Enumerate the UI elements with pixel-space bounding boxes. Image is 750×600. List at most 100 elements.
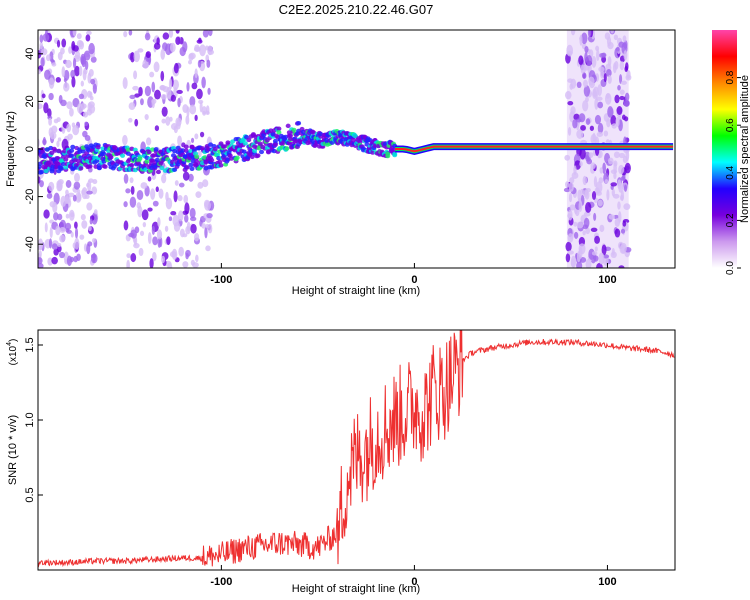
- noise-speckle: [606, 189, 610, 201]
- noise-speckle: [615, 116, 620, 127]
- noise-speckle: [92, 83, 97, 94]
- noise-speckle: [593, 176, 598, 188]
- noise-speckle: [597, 199, 603, 207]
- ridge-blob: [296, 121, 302, 126]
- noise-speckle: [571, 172, 579, 179]
- noise-speckle: [618, 152, 626, 159]
- noise-speckle: [87, 180, 92, 192]
- noise-speckle: [188, 53, 194, 61]
- noise-speckle: [567, 209, 573, 221]
- noise-speckle: [147, 232, 152, 245]
- noise-speckle: [622, 220, 627, 227]
- colorbar-tick-label: 0.4: [725, 165, 736, 179]
- noise-speckle: [90, 253, 97, 259]
- noise-speckle: [613, 160, 618, 167]
- colorbar-tick-label: 0.0: [725, 261, 736, 275]
- noise-speckle: [565, 241, 572, 252]
- noise-speckle: [593, 212, 597, 221]
- noise-speckle: [619, 89, 625, 95]
- noise-speckle: [82, 111, 89, 118]
- noise-speckle: [60, 47, 65, 55]
- ridge-blob: [242, 141, 248, 146]
- noise-speckle: [152, 251, 157, 262]
- noise-speckle: [624, 92, 630, 102]
- noise-speckle: [71, 76, 76, 88]
- noise-speckle: [155, 186, 159, 193]
- noise-speckle: [604, 179, 609, 184]
- ridge-blob: [259, 149, 265, 155]
- noise-speckle: [622, 35, 627, 43]
- noise-speckle: [191, 82, 198, 90]
- noise-speckle: [569, 83, 574, 90]
- ridge-blob: [392, 152, 398, 158]
- ridge-blob: [129, 163, 135, 168]
- noise-speckle: [147, 176, 152, 182]
- noise-speckle: [583, 79, 588, 88]
- noise-speckle: [147, 207, 153, 212]
- noise-speckle: [90, 56, 97, 63]
- noise-speckle: [590, 133, 597, 145]
- noise-speckle: [80, 102, 86, 110]
- noise-speckle: [165, 197, 173, 210]
- noise-speckle: [57, 242, 62, 247]
- noise-speckle: [623, 99, 630, 107]
- x-tick-label: 100: [598, 576, 616, 588]
- noise-speckle: [49, 131, 57, 140]
- noise-speckle: [157, 217, 161, 228]
- noise-speckle: [48, 77, 55, 89]
- noise-speckle: [69, 107, 74, 117]
- noise-speckle: [125, 188, 131, 194]
- noise-speckle: [136, 189, 144, 201]
- noise-speckle: [134, 93, 140, 98]
- ridge-blob: [49, 169, 55, 174]
- noise-speckle: [568, 182, 574, 192]
- noise-speckle: [176, 89, 183, 95]
- noise-speckle: [204, 226, 208, 239]
- noise-speckle: [588, 76, 595, 86]
- noise-speckle: [197, 181, 204, 189]
- noise-speckle: [70, 69, 76, 79]
- noise-speckle: [580, 124, 586, 131]
- snr-multiplier-close: ): [8, 339, 19, 342]
- noise-speckle: [205, 245, 211, 252]
- noise-speckle: [137, 48, 144, 53]
- ridge-blob: [102, 164, 108, 169]
- noise-speckle: [604, 32, 611, 40]
- noise-speckle: [42, 33, 50, 42]
- ridge-blob: [276, 126, 282, 131]
- noise-speckle: [619, 95, 625, 101]
- spectrogram-x-label: Height of straight line (km): [292, 285, 420, 297]
- noise-speckle: [61, 66, 66, 78]
- noise-speckle: [198, 37, 202, 43]
- noise-speckle: [38, 245, 43, 251]
- noise-speckle: [123, 201, 128, 208]
- noise-speckle: [194, 233, 200, 242]
- noise-speckle: [579, 34, 583, 46]
- noise-speckle: [56, 39, 61, 48]
- noise-speckle: [38, 103, 43, 110]
- noise-speckle: [88, 42, 95, 55]
- noise-speckle: [161, 118, 166, 124]
- ridge-blob: [144, 159, 150, 164]
- noise-speckle: [151, 225, 156, 235]
- noise-speckle: [584, 190, 590, 200]
- ridge-blob: [225, 140, 231, 145]
- noise-speckle: [202, 179, 209, 188]
- noise-speckle: [171, 248, 178, 261]
- noise-speckle: [573, 165, 577, 176]
- noise-speckle: [41, 48, 48, 56]
- noise-speckle: [179, 46, 186, 57]
- noise-speckle: [72, 194, 77, 202]
- noise-speckle: [182, 171, 190, 181]
- noise-speckle: [161, 255, 166, 264]
- ridge-blob: [352, 133, 358, 139]
- noise-speckle: [57, 179, 64, 185]
- noise-speckle: [175, 30, 180, 34]
- noise-speckle: [178, 182, 185, 188]
- noise-speckle: [91, 238, 96, 243]
- noise-speckle: [38, 69, 42, 75]
- colorbar-gradient: [712, 30, 737, 268]
- noise-speckle: [154, 89, 161, 100]
- noise-speckle: [142, 222, 147, 228]
